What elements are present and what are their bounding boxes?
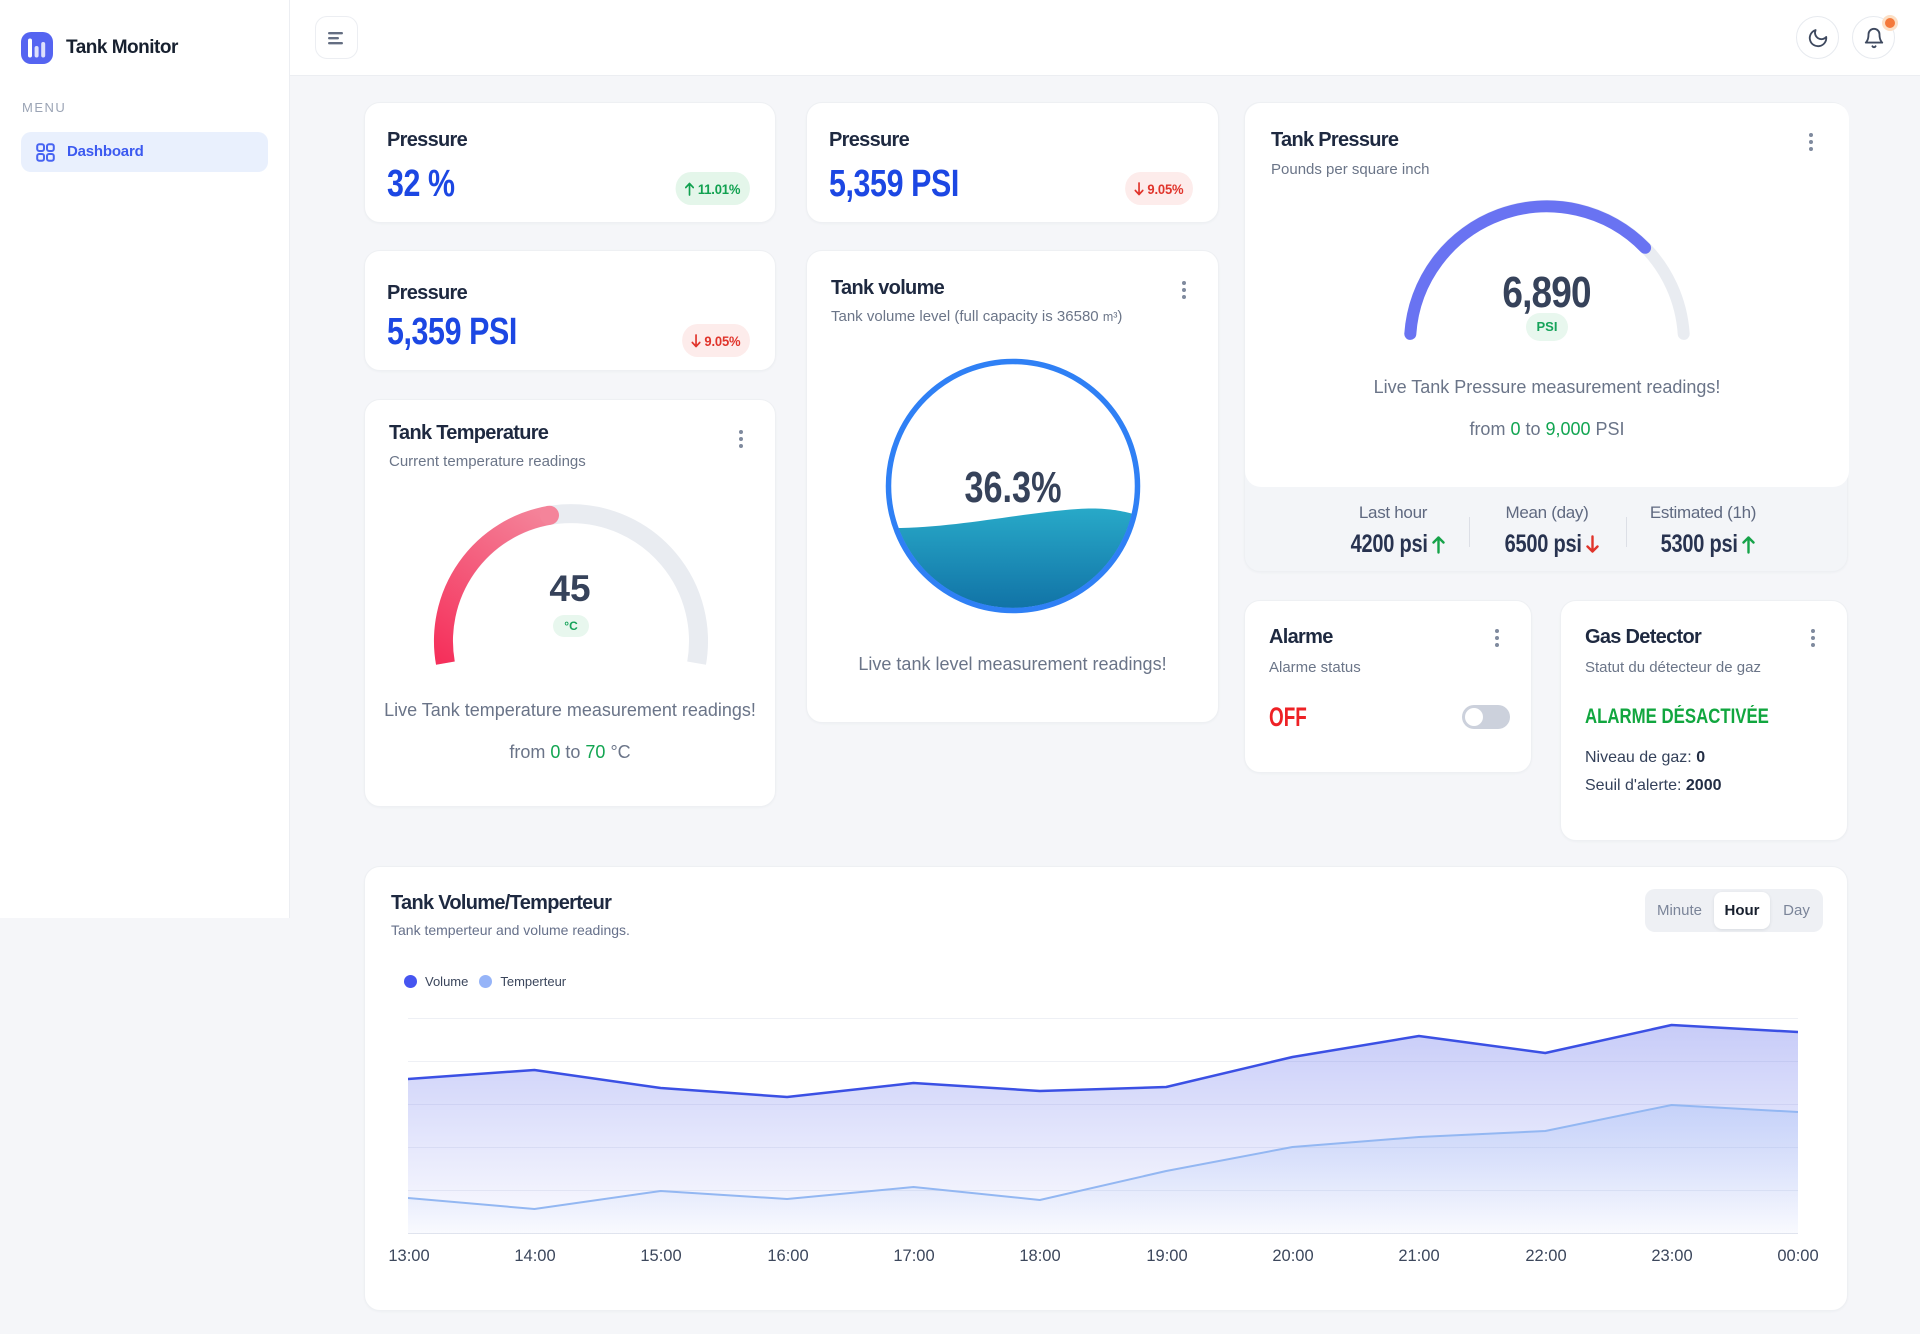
svg-text:36.3%: 36.3% [965,463,1062,512]
